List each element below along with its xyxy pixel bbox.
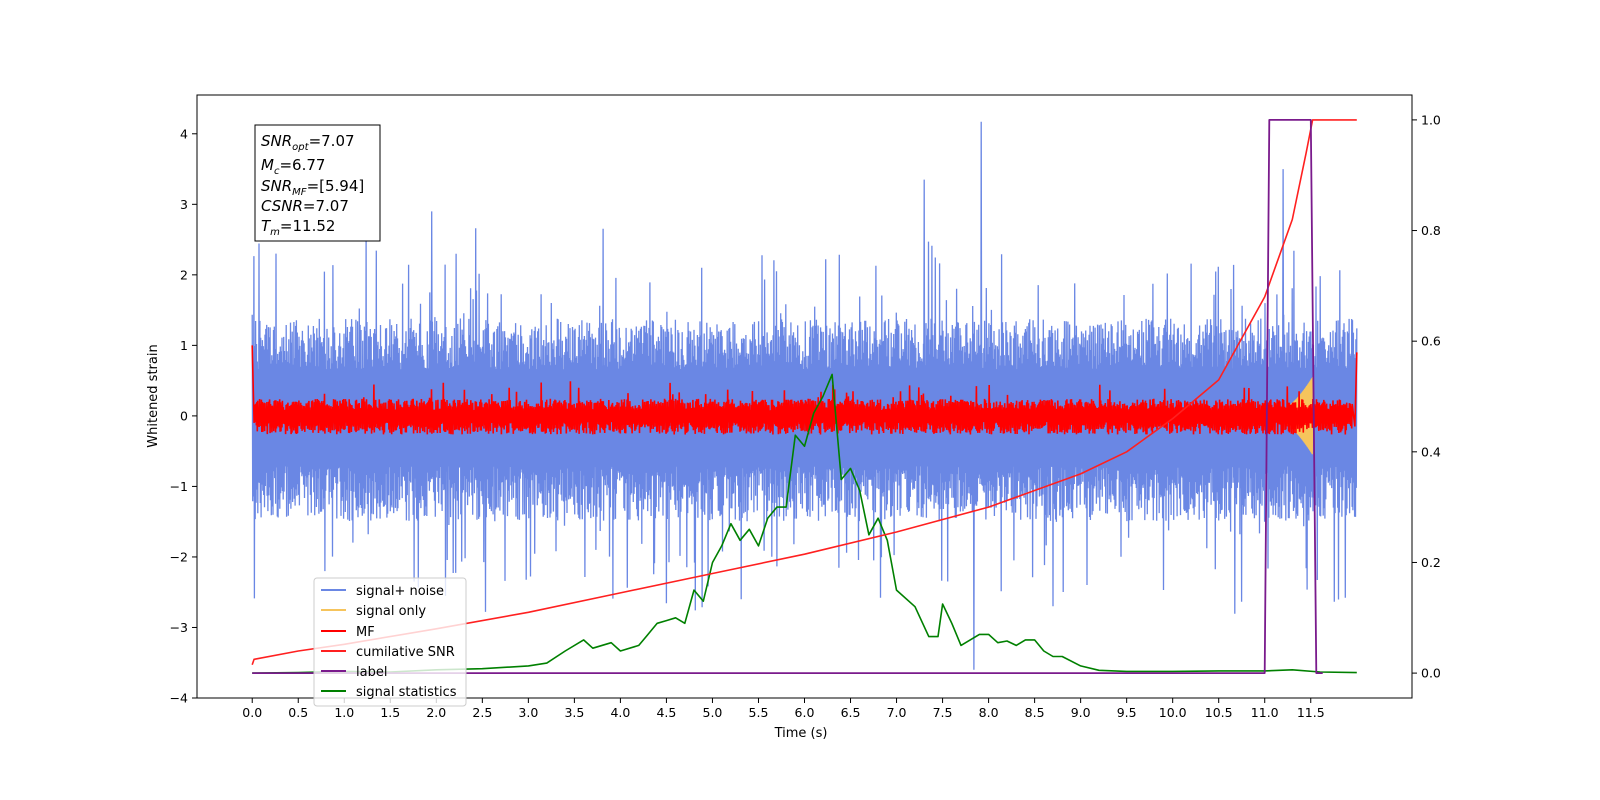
x-tick-label: 5.5 xyxy=(749,705,769,720)
x-tick-label: 1.5 xyxy=(380,705,400,720)
x-tick-label: 10.5 xyxy=(1205,705,1233,720)
legend-label-mf: MF xyxy=(356,625,375,640)
y-right-tick-label: 0.8 xyxy=(1421,223,1441,238)
x-axis-label: Time (s) xyxy=(774,726,828,741)
legend-label-cumilative-snr: cumilative SNR xyxy=(356,645,455,660)
y-right-tick-label: 0.0 xyxy=(1421,666,1441,681)
x-tick-label: 6.5 xyxy=(841,705,861,720)
y-left-tick-label: −4 xyxy=(170,691,188,706)
y-left-tick-label: −3 xyxy=(170,620,188,635)
info-snr-opt: SNRopt=7.07 xyxy=(261,132,355,153)
y-left-tick-label: 4 xyxy=(180,126,188,141)
x-tick-label: 7.5 xyxy=(933,705,953,720)
legend-label-signal-only: signal only xyxy=(356,604,426,619)
x-tick-label: 2.0 xyxy=(426,705,446,720)
x-tick-label: 8.5 xyxy=(1025,705,1045,720)
series-signal-noise xyxy=(251,121,1358,670)
series-mf xyxy=(251,345,1358,435)
x-tick-label: 7.0 xyxy=(887,705,907,720)
y-left-tick-label: −1 xyxy=(170,479,188,494)
x-tick-label: 3.5 xyxy=(564,705,584,720)
x-tick-label: 5.0 xyxy=(703,705,723,720)
y-axis-label: Whitened strain xyxy=(146,344,161,447)
series-label xyxy=(252,119,1323,674)
x-tick-label: 9.5 xyxy=(1117,705,1137,720)
info-box: SNRopt=7.07 Mc=6.77 SNRMF=[5.94] CSNR=7.… xyxy=(254,124,381,242)
x-tick-label: 9.0 xyxy=(1071,705,1091,720)
x-tick-label: 0.0 xyxy=(242,705,262,720)
legend-label-label: label xyxy=(356,665,387,680)
y-right-tick-label: 1.0 xyxy=(1421,112,1441,127)
y-right-tick-label: 0.6 xyxy=(1421,334,1441,349)
y-right-tick-label: 0.2 xyxy=(1421,555,1441,570)
legend: signal+ noise signal only MF cumilative … xyxy=(313,577,467,707)
x-tick-label: 6.0 xyxy=(795,705,815,720)
y-left-tick-label: 2 xyxy=(180,267,188,282)
x-tick-label: 10.0 xyxy=(1159,705,1187,720)
info-csnr: CSNR=7.07 xyxy=(261,197,349,215)
x-tick-label: 3.0 xyxy=(518,705,538,720)
series-signal-statistics xyxy=(252,373,1357,674)
x-tick-label: 4.5 xyxy=(656,705,676,720)
x-tick-label: 0.5 xyxy=(288,705,308,720)
x-tick-label: 2.5 xyxy=(472,705,492,720)
x-tick-label: 8.0 xyxy=(979,705,999,720)
y-left-tick-label: 1 xyxy=(180,338,188,353)
x-tick-label: 11.5 xyxy=(1297,705,1325,720)
legend-label-signal-statistics: signal statistics xyxy=(356,685,457,700)
y-left-tick-label: 0 xyxy=(180,408,188,423)
info-snr-mf: SNRMF=[5.94] xyxy=(261,177,364,198)
info-mc: Mc=6.77 xyxy=(261,156,325,177)
info-tm: Tm=11.52 xyxy=(261,217,335,238)
x-tick-label: 1.0 xyxy=(334,705,354,720)
y-left-tick-label: −2 xyxy=(170,549,188,564)
y-right-tick-label: 0.4 xyxy=(1421,444,1441,459)
x-tick-label: 4.0 xyxy=(610,705,630,720)
y-left-tick-label: 3 xyxy=(180,197,188,212)
legend-label-signal-noise: signal+ noise xyxy=(356,584,444,599)
x-tick-label: 11.0 xyxy=(1251,705,1279,720)
